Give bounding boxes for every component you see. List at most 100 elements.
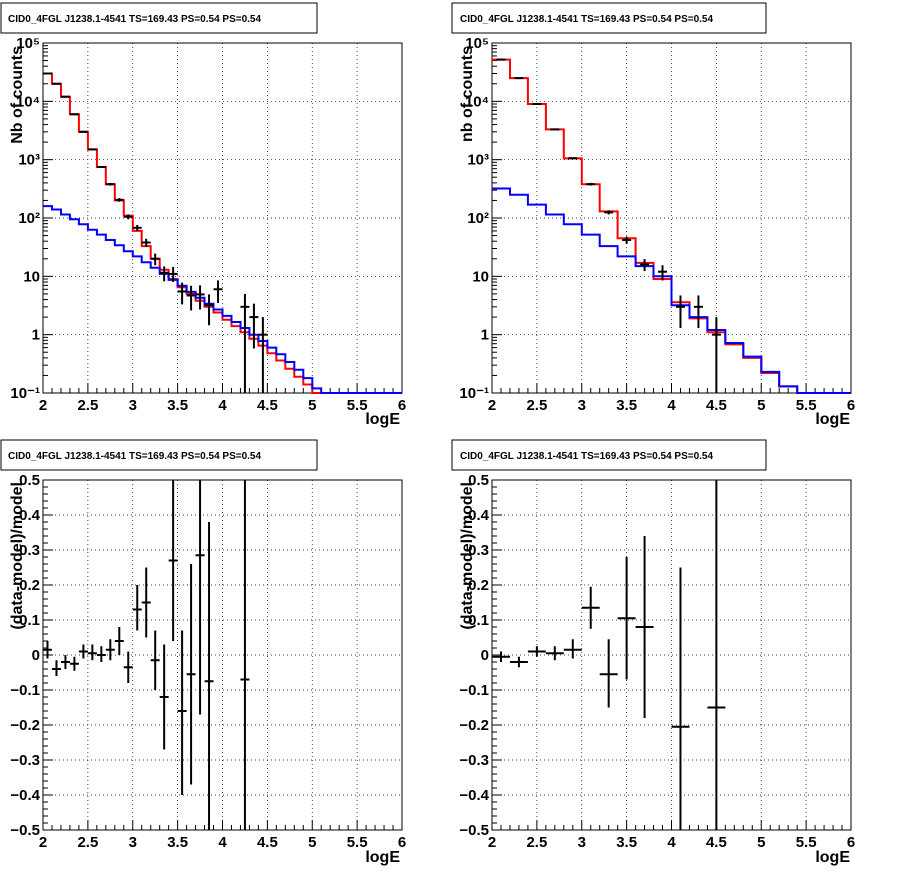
x-tick-label: 2	[39, 397, 47, 414]
y-axis-label: (data-model)/model	[9, 482, 26, 630]
pad-title-box: CID0_4FGL J1238.1-4541 TS=169.43 PS=0.54…	[451, 2, 767, 34]
x-tick-label: 5.5	[796, 397, 817, 414]
data-point	[617, 557, 636, 680]
y-tick-label: 0.4	[468, 507, 490, 524]
data-point	[249, 303, 259, 349]
data-point	[123, 214, 133, 220]
data-point	[78, 644, 88, 659]
data-point	[240, 480, 250, 830]
data-point	[159, 644, 169, 750]
pad-top-left: CID0_4FGL J1238.1-4541 TS=169.43 PS=0.54…	[0, 2, 406, 428]
data-point	[114, 627, 124, 655]
data-point	[622, 236, 632, 244]
data-point	[514, 77, 524, 80]
pad-top-right: CID0_4FGL J1238.1-4541 TS=169.43 PS=0.54…	[451, 2, 855, 428]
data-point	[213, 280, 223, 303]
x-axis-label: logE	[365, 411, 400, 428]
data-point	[105, 639, 115, 661]
y-tick-label: 10	[472, 268, 489, 285]
y-tick-label: 10⁻¹	[10, 385, 40, 402]
pad-title-box: CID0_4FGL J1238.1-4541 TS=169.43 PS=0.54…	[0, 2, 318, 34]
pad-title-box: CID0_4FGL J1238.1-4541 TS=169.43 PS=0.54…	[0, 439, 318, 471]
y-tick-label: 0.1	[468, 612, 489, 629]
plot-area: 2 2.5 3 3.5 4 4.5 5 5.5 6 10⁻¹ 1 10 10² 10³ 10⁴ 10⁵	[10, 35, 406, 414]
y-tick-label: 10⁵	[465, 35, 489, 52]
plot-area: 2 2.5 3 3.5 4 4.5 5 5.5 6 −0.5 −0.4 −0.3 −0.2 −0.1 0 0.…	[10, 472, 406, 851]
data-point	[150, 253, 160, 266]
x-tick-label: 3	[129, 397, 137, 414]
x-tick-label: 4	[667, 397, 676, 414]
y-axis-label: nb of counts	[459, 46, 476, 142]
y-tick-label: 0.3	[468, 542, 489, 559]
x-tick-label: 3.5	[167, 397, 188, 414]
data-point	[496, 58, 506, 61]
y-tick-label: 1	[481, 327, 489, 344]
data-point	[204, 294, 214, 326]
data-point	[568, 157, 578, 160]
y-tick-label: −0.2	[10, 717, 40, 734]
y-tick-label: −0.4	[459, 787, 489, 804]
pad-bottom-left: CID0_4FGL J1238.1-4541 TS=169.43 PS=0.54…	[0, 439, 406, 866]
data-point	[581, 586, 600, 629]
y-axis-label: (data-model)/model	[459, 482, 476, 630]
data-point	[658, 265, 668, 281]
x-tick-label: 4	[218, 834, 227, 851]
data-point	[87, 644, 97, 661]
y-tick-label: −0.5	[459, 822, 489, 839]
x-tick-label: 2.5	[526, 397, 547, 414]
y-tick-label: 0.5	[468, 472, 489, 489]
data-point	[60, 655, 70, 669]
y-tick-label: 0.2	[468, 577, 489, 594]
x-tick-label: 4	[667, 834, 676, 851]
y-tick-label: −0.1	[459, 682, 489, 699]
x-tick-label: 5	[308, 397, 316, 414]
y-tick-label: 0.5	[19, 472, 40, 489]
data-point	[60, 95, 70, 98]
x-tick-label: 5	[308, 834, 316, 851]
y-tick-label: 10³	[18, 152, 40, 169]
data-point	[640, 259, 650, 272]
data-point	[195, 285, 205, 310]
data-point	[78, 130, 88, 133]
x-tick-label: 5	[757, 834, 765, 851]
x-tick-label: 5.5	[347, 834, 368, 851]
data-point	[186, 285, 196, 311]
x-tick-label: 4.5	[706, 834, 727, 851]
data-point	[707, 480, 726, 830]
x-tick-label: 2.5	[77, 834, 98, 851]
data-point	[141, 567, 151, 638]
x-tick-label: 2.5	[77, 397, 98, 414]
data-point	[96, 165, 106, 168]
x-tick-label: 5	[757, 397, 765, 414]
data-point	[132, 585, 142, 631]
data-point	[51, 82, 61, 85]
data-point	[527, 646, 546, 657]
x-tick-label: 6	[847, 397, 855, 414]
y-tick-label: 10⁵	[16, 35, 40, 52]
data-point	[675, 295, 685, 329]
x-tick-label: 4.5	[257, 397, 278, 414]
x-tick-label: 4	[218, 397, 227, 414]
x-tick-label: 3	[578, 834, 586, 851]
x-tick-label: 3.5	[616, 397, 637, 414]
data-point	[105, 182, 115, 186]
data-point	[563, 639, 582, 659]
data-point	[159, 266, 169, 282]
data-point	[69, 656, 79, 671]
data-point	[186, 564, 196, 785]
x-axis-label: logE	[365, 849, 400, 866]
y-tick-label: 10²	[18, 210, 40, 227]
data-point	[195, 480, 205, 715]
data-point	[51, 660, 61, 676]
x-tick-label: 2.5	[526, 834, 547, 851]
x-tick-label: 4.5	[257, 834, 278, 851]
data-point	[586, 182, 596, 186]
model-histogram-component	[43, 205, 402, 394]
data-point	[168, 266, 178, 282]
plot-area: 2 2.5 3 3.5 4 4.5 5 5.5 6 −0.5 −0.4 −0.3 −0.2 −0.1 0 0.…	[459, 472, 855, 851]
data-point	[635, 536, 654, 718]
data-point	[43, 72, 52, 75]
data-point	[132, 224, 142, 231]
y-tick-label: 0.4	[19, 507, 41, 524]
pad-title-box: CID0_4FGL J1238.1-4541 TS=169.43 PS=0.54…	[451, 439, 767, 471]
